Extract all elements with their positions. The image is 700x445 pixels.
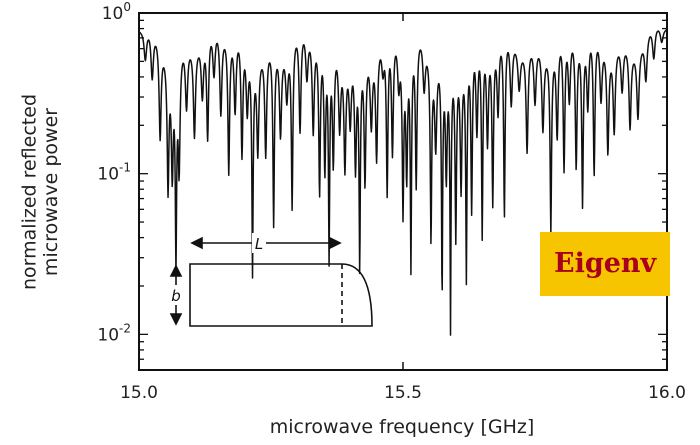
series-line-reflected-power	[138, 29, 668, 336]
length-arrow-head-left	[190, 236, 203, 250]
width-arrow-head-top	[169, 264, 183, 277]
y-axis-label-line: microwave power	[40, 108, 62, 276]
y-tick-label: 100	[102, 0, 131, 24]
x-axis-label: microwave frequency [GHz]	[270, 416, 535, 438]
y-axis-ticks: 100 10-1 10-2	[97, 0, 667, 371]
x-axis-ticks: 15.0 15.5 16.0	[120, 13, 686, 403]
length-label-bg	[252, 233, 266, 253]
y-tick-label: 10-1	[97, 161, 131, 185]
y-axis-label: normalized reflectedmicrowave power	[18, 94, 62, 290]
inset-width-label: b	[171, 287, 181, 305]
width-arrow-head-bottom	[169, 313, 183, 326]
x-tick-label: 16.0	[648, 383, 686, 403]
overlay-banner: Eigenv	[540, 232, 671, 296]
inset-cavity-diagram: L b	[169, 233, 373, 327]
y-axis-label-line: normalized reflected	[18, 94, 40, 290]
x-tick-label: 15.5	[384, 383, 422, 403]
length-arrow-head-right	[329, 236, 342, 250]
width-label-bg	[169, 285, 183, 305]
inset-length-label: L	[255, 235, 263, 253]
y-tick-label: 10-2	[97, 321, 131, 345]
x-tick-label: 15.0	[120, 383, 158, 403]
cavity-outline	[189, 263, 373, 327]
